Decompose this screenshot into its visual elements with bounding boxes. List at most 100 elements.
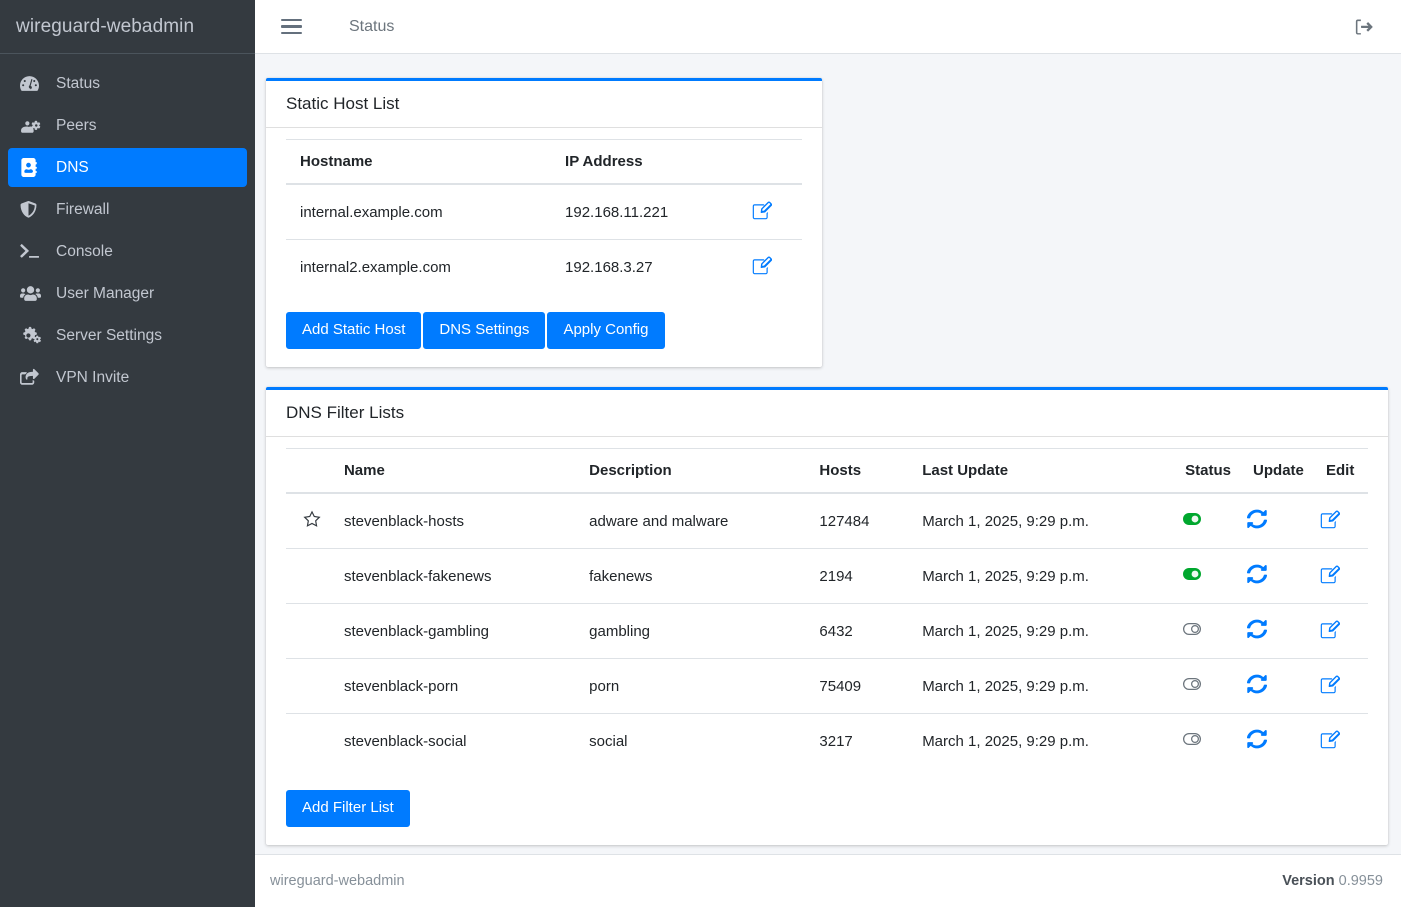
table-row: stevenblack-gambling gambling 6432 March 1,… — [286, 603, 1368, 659]
sidebar-item-label: VPN Invite — [56, 368, 130, 386]
column-header-actions — [742, 139, 802, 185]
sidebar-item-server-settings[interactable]: Server Settings — [8, 316, 247, 355]
filter-name-cell: stevenblack-social — [337, 713, 584, 768]
sidebar-item-vpn-invite[interactable]: VPN Invite — [8, 358, 247, 397]
filter-description-cell: gambling — [583, 603, 814, 659]
table-header-row: Name Description Hosts Last Update Statu… — [286, 448, 1368, 494]
filter-hosts-count-cell: 2194 — [813, 548, 917, 604]
card-body: Name Description Hosts Last Update Statu… — [266, 437, 1388, 845]
table-body: stevenblack-hosts adware and malware 12748… — [286, 492, 1368, 768]
sidebar-item-label: Console — [56, 242, 113, 260]
static-host-button-row: Add Static Host DNS Settings Apply Config — [286, 312, 802, 349]
table-row: stevenblack-social social 3217 March 1, 202… — [286, 713, 1368, 768]
card-header: Static Host List — [266, 81, 822, 128]
host-name-cell: internal.example.com — [286, 183, 552, 240]
sync-icon[interactable] — [1247, 729, 1268, 749]
status-toggle[interactable] — [1179, 676, 1205, 692]
sync-icon[interactable] — [1247, 674, 1268, 694]
sidebar-item-label: Server Settings — [56, 326, 162, 344]
star-icon[interactable] — [302, 509, 322, 529]
filter-hosts-count-cell: 3217 — [813, 713, 917, 768]
table-row: stevenblack-porn porn 75409 March 1, 2025, … — [286, 658, 1368, 714]
filter-last-update-cell: March 1, 2025, 9:29 p.m. — [916, 548, 1180, 604]
sidebar-item-label: Firewall — [56, 200, 110, 218]
sync-icon[interactable] — [1247, 509, 1268, 529]
footer-version: Version 0.9959 — [1282, 873, 1383, 889]
users-cog-icon — [20, 116, 48, 135]
host-name-cell: internal2.example.com — [286, 239, 552, 294]
dns-settings-button[interactable]: DNS Settings — [423, 312, 546, 349]
table-row: stevenblack-hosts adware and malware 12748… — [286, 492, 1368, 549]
edit-icon[interactable] — [1320, 619, 1340, 639]
table-body: internal.example.com 192.168.11.221 intern… — [286, 183, 802, 294]
edit-icon[interactable] — [1320, 674, 1340, 694]
sidebar: wireguard-webadmin Status Peers DNS Firewal… — [0, 0, 255, 907]
status-toggle[interactable] — [1179, 566, 1205, 582]
table-row: stevenblack-fakenews fakenews 2194 March 1,… — [286, 548, 1368, 604]
column-header-name: Name — [337, 448, 584, 494]
filter-last-update-cell: March 1, 2025, 9:29 p.m. — [916, 658, 1180, 714]
dns-filter-lists-table: Name Description Hosts Last Update Statu… — [286, 448, 1368, 768]
tachometer-icon — [20, 74, 48, 93]
hamburger-bar — [281, 25, 302, 28]
filter-list-button-row: Add Filter List — [286, 790, 1368, 827]
filter-name-cell: stevenblack-hosts — [337, 492, 584, 549]
add-filter-list-button[interactable]: Add Filter List — [286, 790, 410, 827]
card-body: Hostname IP Address internal.example.com… — [266, 128, 822, 367]
static-hosts-table: Hostname IP Address internal.example.com… — [286, 139, 802, 294]
header-title-link[interactable]: Status — [349, 17, 395, 35]
shield-icon — [20, 200, 48, 219]
apply-config-button[interactable]: Apply Config — [547, 312, 665, 349]
sync-icon[interactable] — [1247, 564, 1268, 584]
table-row: internal.example.com 192.168.11.221 — [286, 183, 802, 240]
filter-description-cell: social — [583, 713, 814, 768]
sidebar-item-dns[interactable]: DNS — [8, 148, 247, 187]
host-ip-cell: 192.168.3.27 — [551, 239, 742, 294]
edit-icon[interactable] — [1320, 564, 1340, 584]
status-toggle[interactable] — [1179, 511, 1205, 527]
host-ip-cell: 192.168.11.221 — [551, 183, 742, 240]
sign-out-icon[interactable] — [1349, 12, 1379, 42]
column-header-ip-address: IP Address — [551, 139, 742, 185]
card-title: DNS Filter Lists — [286, 403, 405, 422]
sidebar-item-label: Status — [56, 74, 100, 92]
sidebar-item-status[interactable]: Status — [8, 64, 247, 103]
sidebar-item-firewall[interactable]: Firewall — [8, 190, 247, 229]
sidebar-item-console[interactable]: Console — [8, 232, 247, 271]
brand-title: wireguard-webadmin — [16, 15, 195, 37]
sidebar-item-peers[interactable]: Peers — [8, 106, 247, 145]
card-title: Static Host List — [286, 94, 400, 113]
filter-last-update-cell: March 1, 2025, 9:29 p.m. — [916, 713, 1180, 768]
footer-brand: wireguard-webadmin — [270, 873, 405, 889]
brand-header[interactable]: wireguard-webadmin — [0, 0, 255, 54]
sidebar-item-user-manager[interactable]: User Manager — [8, 274, 247, 313]
table-head: Hostname IP Address — [286, 139, 802, 185]
filter-name-cell: stevenblack-gambling — [337, 603, 584, 659]
filter-name-cell: stevenblack-fakenews — [337, 548, 584, 604]
main-content: Static Host List Hostname IP Address int… — [255, 54, 1401, 854]
status-toggle[interactable] — [1179, 621, 1205, 637]
table-header-row: Hostname IP Address — [286, 139, 802, 185]
filter-last-update-cell: March 1, 2025, 9:29 p.m. — [916, 603, 1180, 659]
status-toggle[interactable] — [1179, 731, 1205, 747]
column-header-hostname: Hostname — [286, 139, 552, 185]
edit-icon[interactable] — [1320, 729, 1340, 749]
table-row: internal2.example.com 192.168.3.27 — [286, 239, 802, 294]
terminal-icon — [20, 242, 48, 261]
filter-description-cell: adware and malware — [583, 492, 814, 549]
column-header-description: Description — [583, 448, 814, 494]
card-header: DNS Filter Lists — [266, 390, 1388, 437]
edit-icon[interactable] — [752, 200, 772, 220]
filter-description-cell: fakenews — [583, 548, 814, 604]
table-head: Name Description Hosts Last Update Statu… — [286, 448, 1368, 494]
add-static-host-button[interactable]: Add Static Host — [286, 312, 422, 349]
edit-icon[interactable] — [752, 255, 772, 275]
sidebar-item-label: Peers — [56, 116, 97, 134]
column-header-star — [286, 448, 338, 494]
users-icon — [20, 284, 48, 303]
filter-hosts-count-cell: 75409 — [813, 658, 917, 714]
hamburger-icon[interactable] — [281, 15, 305, 39]
edit-icon[interactable] — [1320, 509, 1340, 529]
column-header-update: Update — [1247, 448, 1320, 494]
sync-icon[interactable] — [1247, 619, 1268, 639]
